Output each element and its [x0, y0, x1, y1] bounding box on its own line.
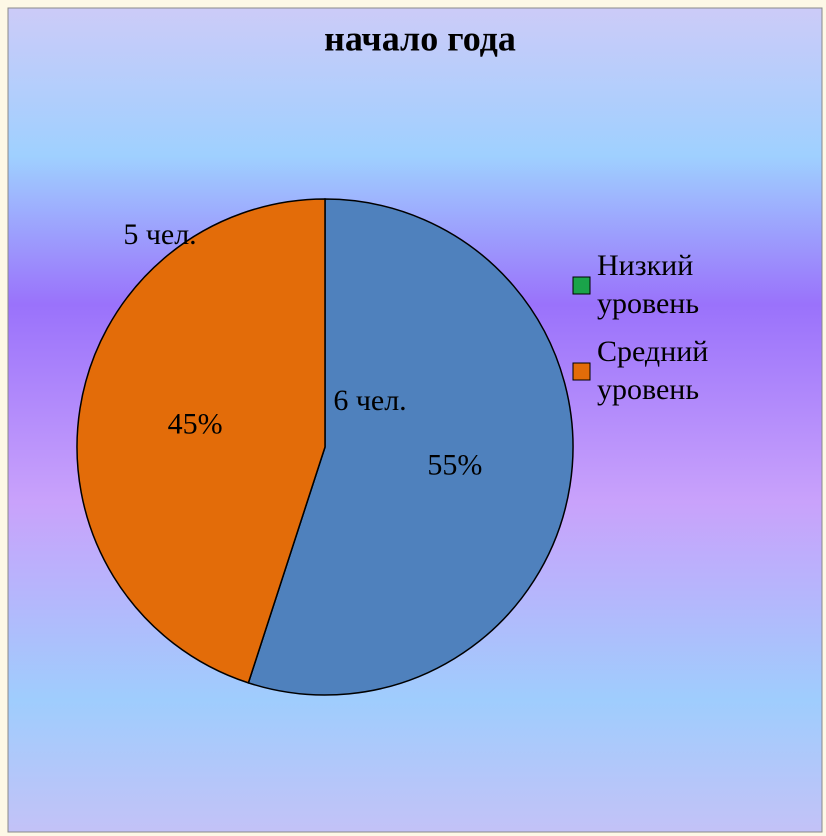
slice-percent-label: 55% [427, 448, 482, 481]
legend-label: Средний уровень [597, 335, 716, 406]
pie-slice [76, 198, 326, 684]
pie-slice [247, 198, 574, 696]
slice-count-label: 5 чел. [123, 218, 196, 251]
legend-label: Низкий уровень [597, 249, 701, 320]
legend-swatch [572, 276, 591, 295]
legend-swatch [572, 362, 591, 381]
slice-count-label: 6 чел. [333, 384, 406, 417]
slice-percent-label: 45% [168, 407, 223, 440]
chart-title: начало года [324, 18, 516, 58]
